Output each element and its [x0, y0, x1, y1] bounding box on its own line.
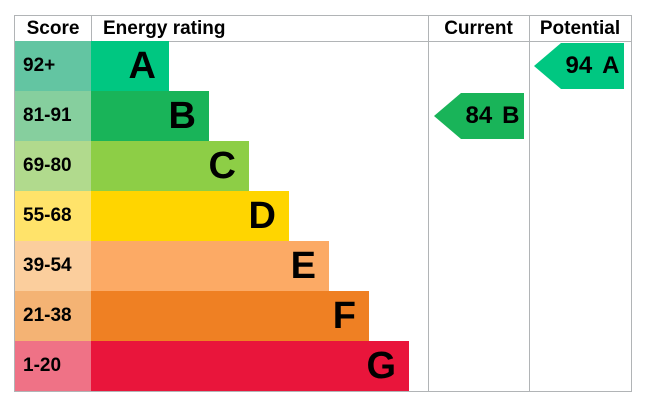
- band-row-d: 55-68 D: [15, 191, 631, 241]
- rating-letter-c: C: [208, 145, 236, 187]
- rating-letter-d: D: [248, 195, 276, 237]
- header-potential: Potential: [539, 18, 621, 39]
- potential-rating-letter: A: [602, 52, 620, 79]
- rating-letter-g: G: [366, 345, 396, 387]
- score-range-g: 1-20: [15, 341, 91, 391]
- potential-score-value: 94: [565, 52, 593, 79]
- current-score-value: 84: [465, 102, 493, 129]
- score-range-c: 69-80: [15, 141, 91, 191]
- potential-rating-marker: 94 A: [534, 43, 624, 89]
- rating-bar-a: A: [91, 41, 169, 91]
- rating-bar-b: B: [91, 91, 209, 141]
- band-row-g: 1-20 G: [15, 341, 631, 391]
- rating-letter-b: B: [168, 95, 196, 137]
- current-rating-letter: B: [502, 102, 520, 129]
- epc-table: Score Energy rating Current Potential 92…: [14, 15, 632, 392]
- divider-potential-column: [529, 16, 530, 391]
- score-range-a: 92+: [15, 41, 91, 91]
- band-row-f: 21-38 F: [15, 291, 631, 341]
- current-rating-marker: 84 B: [434, 93, 524, 139]
- score-range-e: 39-54: [15, 241, 91, 291]
- header-score: Score: [15, 16, 92, 41]
- header-current: Current: [444, 18, 513, 39]
- band-row-b: 81-91 B: [15, 91, 631, 141]
- divider-current-column: [428, 16, 429, 391]
- rating-bar-g: G: [91, 341, 409, 391]
- rating-letter-a: A: [128, 45, 156, 87]
- band-row-e: 39-54 E: [15, 241, 631, 291]
- band-row-a: 92+ A: [15, 41, 631, 91]
- rating-letter-e: E: [290, 245, 316, 287]
- rating-bar-e: E: [91, 241, 329, 291]
- table-header: Score Energy rating Current Potential: [15, 16, 631, 42]
- score-range-b: 81-91: [15, 91, 91, 141]
- header-energy-rating: Energy rating: [103, 18, 226, 39]
- rating-bar-f: F: [91, 291, 369, 341]
- score-range-d: 55-68: [15, 191, 91, 241]
- rating-bar-d: D: [91, 191, 289, 241]
- rating-bar-c: C: [91, 141, 249, 191]
- score-range-f: 21-38: [15, 291, 91, 341]
- band-row-c: 69-80 C: [15, 141, 631, 191]
- rating-letter-f: F: [332, 295, 356, 337]
